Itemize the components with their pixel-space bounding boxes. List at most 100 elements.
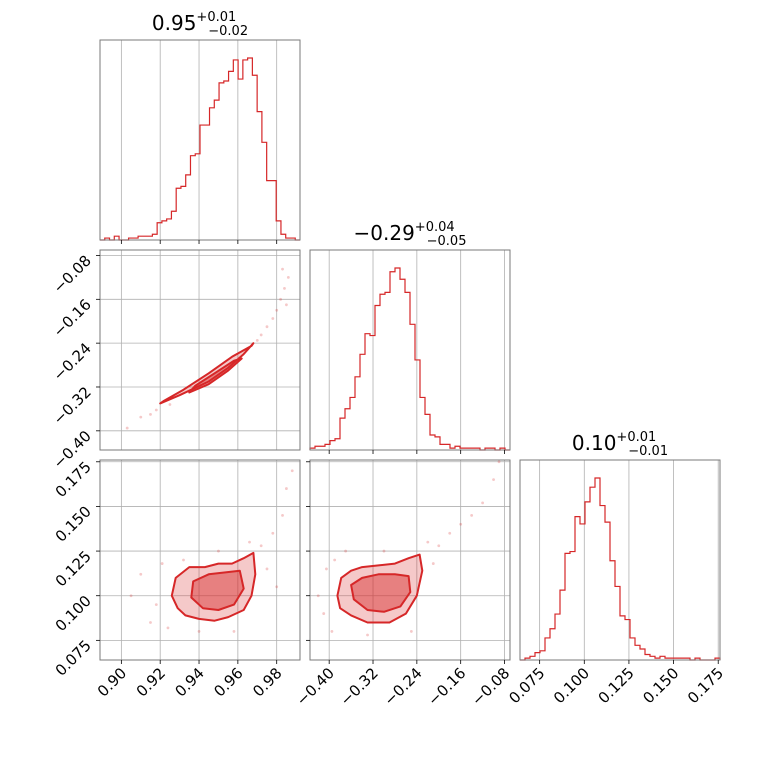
sample-point	[325, 567, 328, 571]
sample-points	[125, 267, 290, 430]
x-tick-label: −0.08	[468, 664, 513, 709]
sample-point	[290, 469, 294, 473]
y-tick-label: 0.125	[52, 547, 95, 590]
sample-point	[149, 412, 152, 416]
title-param-2: 0.10+0.01 −0.01	[572, 430, 668, 459]
histogram-axes-param-1	[309, 249, 511, 451]
sample-point	[316, 594, 320, 598]
axes-frame	[519, 459, 721, 661]
y-tick-label: 0.075	[52, 636, 95, 679]
grid-lines	[100, 460, 300, 660]
contours	[170, 551, 257, 622]
sample-point	[330, 630, 334, 633]
sample-point	[459, 522, 463, 526]
sample-point	[333, 558, 337, 562]
sample-point	[154, 408, 158, 412]
x-tick-label: 0.90	[94, 664, 130, 700]
sample-point	[492, 478, 495, 482]
sample-point	[217, 549, 220, 553]
scatter-contour-axes-0-1	[99, 249, 301, 451]
sample-point	[286, 275, 290, 279]
x-tick-label: −0.40	[293, 664, 338, 709]
sample-points	[129, 469, 294, 633]
y-tick-label: −0.16	[50, 295, 95, 340]
sample-point	[285, 487, 288, 490]
sample-point	[497, 460, 501, 464]
sample-point	[197, 630, 201, 633]
contour-level-0	[159, 342, 255, 405]
histogram-line-param-2	[520, 477, 721, 661]
sample-point	[281, 267, 284, 271]
x-tick-label: 0.100	[550, 664, 593, 707]
sample-point	[125, 426, 129, 430]
sample-point	[437, 544, 441, 548]
sample-point	[139, 572, 143, 576]
sample-point	[470, 513, 474, 517]
contours	[336, 553, 424, 624]
sample-point	[366, 633, 369, 637]
sample-point	[255, 339, 259, 342]
axes-frame	[99, 39, 301, 241]
sample-point	[409, 630, 413, 633]
histogram-line-param-1	[309, 267, 510, 451]
sample-point	[283, 286, 286, 290]
y-tick-label: 0.100	[52, 592, 95, 635]
y-tick-label: −0.32	[50, 383, 95, 428]
sample-point	[448, 531, 452, 535]
x-tick-label: 0.125	[595, 664, 638, 707]
sample-point	[265, 325, 269, 329]
sample-point	[149, 621, 152, 624]
sample-point	[275, 585, 279, 589]
contour-level-1	[350, 573, 412, 613]
axes-frame	[99, 249, 301, 451]
sample-point	[265, 567, 269, 571]
x-tick-label: −0.16	[424, 664, 469, 709]
scatter-contour-axes-1-2	[309, 459, 511, 661]
sample-point	[271, 317, 275, 320]
sample-point	[166, 626, 170, 630]
sample-point	[431, 562, 435, 565]
y-tick-label: −0.08	[50, 252, 95, 297]
x-tick-label: 0.98	[249, 664, 285, 700]
sample-point	[271, 531, 275, 535]
x-tick-label: 0.92	[133, 664, 169, 700]
sample-point	[285, 303, 288, 307]
axes-frame	[99, 459, 301, 661]
sample-point	[259, 333, 263, 337]
sample-point	[168, 403, 172, 406]
sample-point	[481, 501, 485, 505]
contour-level-1	[188, 357, 243, 394]
sample-point	[160, 562, 164, 565]
sample-point	[426, 540, 430, 544]
sample-point	[281, 513, 284, 517]
histogram-line-param-0	[100, 57, 300, 241]
y-tick-label: −0.24	[50, 339, 95, 384]
x-tick-label: −0.24	[380, 664, 425, 709]
x-tick-label: 0.96	[210, 664, 246, 700]
sample-point	[279, 297, 282, 301]
axes-frame	[309, 249, 511, 451]
sample-point	[344, 549, 348, 553]
grid-lines	[310, 460, 510, 660]
contours	[159, 342, 255, 405]
x-tick-label: −0.32	[337, 664, 382, 709]
sample-point	[232, 630, 236, 633]
grid-lines	[120, 40, 278, 240]
grid-lines	[100, 250, 300, 450]
x-tick-label: 0.150	[639, 664, 682, 707]
sample-point	[275, 308, 279, 312]
tick-layer: 0.90 0.92 0.94 0.96 0.98 −0.40−0.32−0.24−0.16…	[50, 240, 727, 709]
title-param-1: −0.29+0.04 −0.05	[354, 220, 467, 249]
grid-lines	[539, 460, 719, 660]
sample-point	[129, 594, 133, 598]
x-tick-label: 0.075	[505, 664, 548, 707]
histogram-axes-param-2	[519, 459, 721, 661]
sample-points	[316, 460, 501, 637]
histogram-axes-param-0	[99, 39, 301, 241]
sample-point	[248, 540, 251, 544]
x-tick-label: 0.175	[684, 664, 727, 707]
sample-point	[154, 603, 158, 607]
contour-level-1	[190, 569, 245, 611]
x-tick-label: 0.94	[172, 664, 208, 700]
